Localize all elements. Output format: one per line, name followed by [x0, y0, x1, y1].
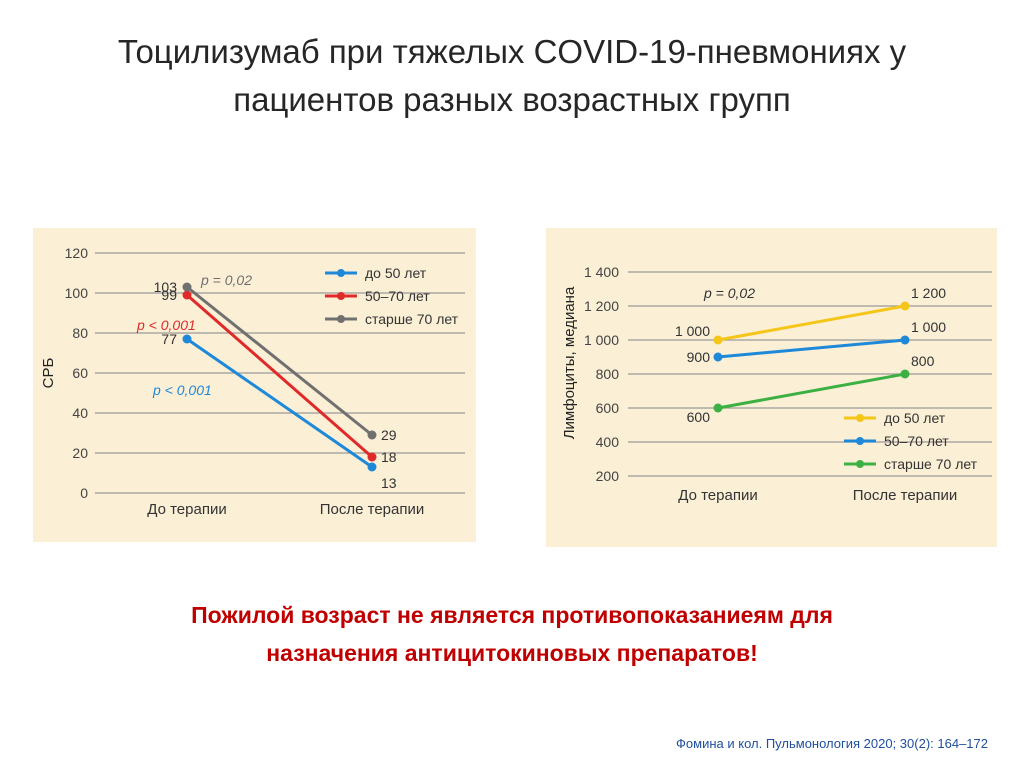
y-tick-label: 100 [65, 285, 89, 301]
lymphocyte-chart-panel: 200 400 600 800 1 000 1 200 1 400 До терапии Пос… [546, 228, 997, 547]
data-point [900, 369, 910, 379]
data-label: 99 [161, 287, 177, 303]
data-label: 13 [381, 475, 397, 491]
data-label: 1 000 [675, 323, 710, 339]
data-label: 103 [154, 279, 178, 295]
slide-title-line-2: пациентов разных возрастных групп [233, 81, 791, 118]
p-value-annotation: p < 0,001 [152, 382, 212, 398]
y-tick-label: 1 200 [584, 298, 619, 314]
series-line [186, 285, 373, 437]
data-label: 600 [687, 409, 711, 425]
legend-label: старше 70 лет [884, 456, 978, 472]
crp-chart: 0 20 40 60 80 100 120 До терапии После терапии СР… [40, 245, 465, 518]
data-label: 800 [911, 353, 935, 369]
legend-swatch-marker [856, 437, 864, 445]
data-point [900, 335, 910, 345]
data-label: 900 [687, 349, 711, 365]
legend-swatch-marker [337, 292, 345, 300]
legend-swatch-marker [856, 414, 864, 422]
y-tick-label: 120 [65, 245, 89, 261]
x-category-label: До терапии [678, 487, 757, 504]
y-tick-label: 800 [596, 366, 620, 382]
legend-label: 50–70 лет [365, 288, 430, 304]
conclusion-text: Пожилой возраст не является противопоказ… [0, 596, 1024, 672]
y-axis-title: СРБ [40, 358, 57, 389]
y-tick-label: 20 [72, 445, 88, 461]
y-axis-title: Лимфоциты, медиана [561, 286, 578, 439]
series-line [717, 338, 906, 359]
legend-label: до 50 лет [884, 410, 946, 426]
data-point [900, 301, 910, 311]
y-tick-label: 1 000 [584, 332, 619, 348]
series-line [717, 304, 906, 342]
p-value-annotation: p = 0,02 [703, 285, 755, 301]
data-point [182, 290, 192, 300]
series-line [186, 337, 373, 469]
y-tick-label: 40 [72, 405, 88, 421]
lymphocyte-chart: 200 400 600 800 1 000 1 200 1 400 До терапии Пос… [561, 264, 992, 504]
citation: Фомина и кол. Пульмонология 2020; 30(2):… [676, 736, 988, 751]
data-label: 18 [381, 449, 397, 465]
y-tick-label: 200 [596, 468, 620, 484]
series-line [717, 372, 906, 410]
data-point [713, 403, 723, 413]
data-label: 29 [381, 427, 397, 443]
y-tick-label: 0 [80, 485, 88, 501]
series-line [186, 293, 373, 459]
data-point [367, 430, 377, 440]
data-point [182, 282, 192, 292]
data-point [713, 352, 723, 362]
y-tick-label: 600 [596, 400, 620, 416]
slide-title: Тоцилизумаб при тяжелых COVID-19-пневмон… [0, 28, 1024, 124]
data-label: 1 000 [911, 319, 946, 335]
legend-label: до 50 лет [365, 265, 427, 281]
data-point [713, 335, 723, 345]
x-category-label: После терапии [853, 487, 958, 504]
data-point [367, 462, 377, 472]
legend-swatch-marker [337, 315, 345, 323]
x-category-label: После терапии [320, 501, 425, 518]
x-category-label: До терапии [147, 501, 226, 518]
y-tick-label: 80 [72, 325, 88, 341]
p-value-annotation: p < 0,001 [136, 317, 196, 333]
p-value-annotation: p = 0,02 [200, 272, 252, 288]
conclusion-line-2: назначения антицитокиновых препаратов! [266, 640, 758, 666]
data-point [182, 334, 192, 344]
crp-chart-panel: 0 20 40 60 80 100 120 До терапии После терапии СР… [33, 228, 476, 542]
data-point [367, 452, 377, 462]
legend-swatch-marker [337, 269, 345, 277]
legend-label: 50–70 лет [884, 433, 949, 449]
y-tick-label: 1 400 [584, 264, 619, 280]
legend-swatch-marker [856, 460, 864, 468]
y-tick-label: 400 [596, 434, 620, 450]
legend-label: старше 70 лет [365, 311, 459, 327]
data-label: 1 200 [911, 285, 946, 301]
slide-title-line-1: Тоцилизумаб при тяжелых COVID-19-пневмон… [117, 33, 907, 70]
data-label: 77 [161, 331, 177, 347]
y-tick-label: 60 [72, 365, 88, 381]
conclusion-line-1: Пожилой возраст не является противопоказ… [191, 602, 833, 628]
